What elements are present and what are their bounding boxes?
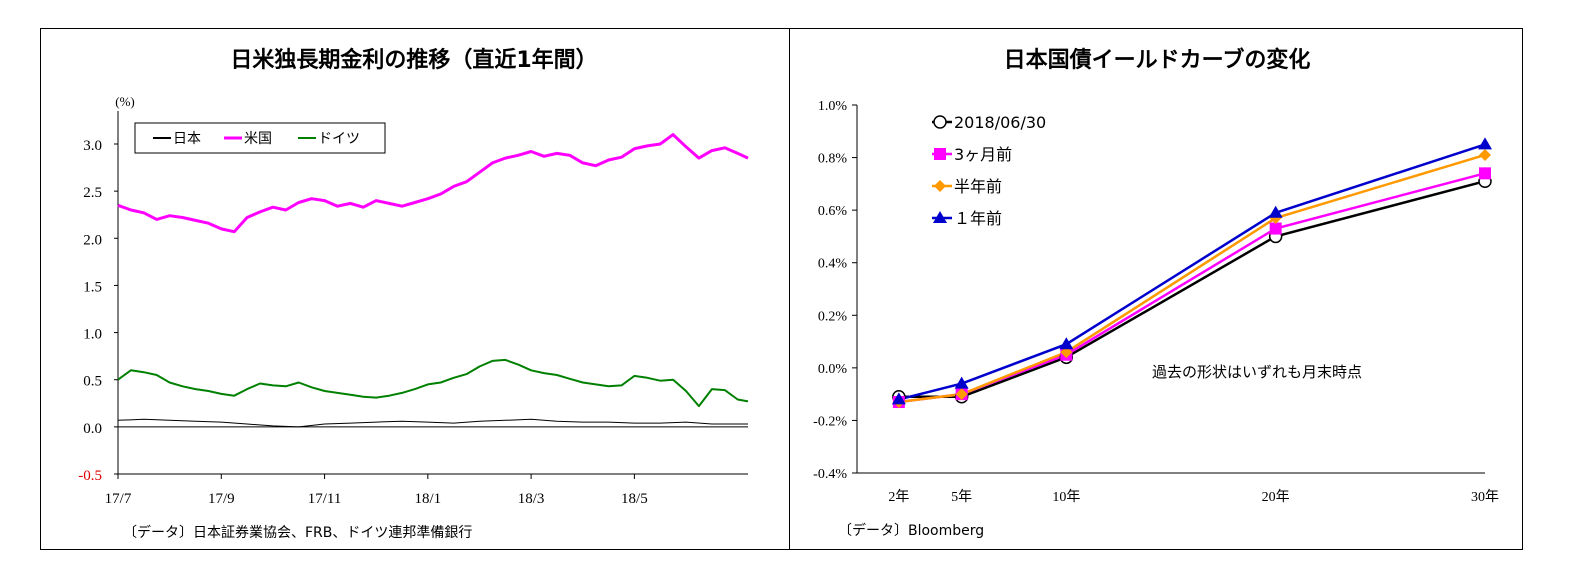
series-line-日本 — [117, 418, 748, 428]
y-tick-label: -0.2% — [813, 414, 847, 429]
y-tick-label: 0.5 — [83, 374, 102, 390]
jgb-yield-curve-chart: 日本国債イールドカーブの変化 1.0% 0.8% 0.6% 0.4% 0.2% 0.0% -0… — [813, 47, 1499, 539]
data-source: 〔データ〕日本証券業協会、FRB、ドイツ連邦準備銀行 — [123, 524, 472, 541]
data-point-3ヶ月前 — [1269, 222, 1282, 235]
left-chart-panel: 日米独長期金利の推移（直近1年間） (%) 3.0 2.5 2.0 1.5 1.0 0.5 0.… — [40, 28, 790, 550]
legend-marker-2018/06/30 — [933, 115, 947, 129]
legend-label-2018/06/30: 2018/06/30 — [954, 113, 1046, 132]
jgb-ust-bund-yield-chart: 日米独長期金利の推移（直近1年間） (%) 3.0 2.5 2.0 1.5 1.0 0.5 0.… — [78, 47, 749, 541]
x-tick-label: 5年 — [951, 489, 972, 505]
right-chart-panel: 日本国債イールドカーブの変化 1.0% 0.8% 0.6% 0.4% 0.2% 0.0% -0… — [789, 28, 1523, 550]
y-tick-label: 0.8% — [818, 152, 848, 167]
data-point-3ヶ月前 — [1479, 167, 1491, 180]
y-tick-label: 1.0 — [83, 327, 102, 343]
x-tick-label: 17/9 — [208, 491, 235, 507]
legend-label-米国: 米国 — [244, 131, 272, 147]
x-tick-label: 18/5 — [621, 491, 648, 507]
data-point-１年前 — [1268, 205, 1283, 218]
y-tick-label: 0.6% — [818, 204, 848, 219]
chart-title: 日米独長期金利の推移（直近1年間） — [230, 47, 597, 73]
legend-box — [134, 122, 386, 154]
y-tick-label: -0.5 — [78, 468, 102, 484]
y-tick-label: -0.4% — [813, 467, 847, 482]
y-tick-label: 0.0 — [83, 421, 102, 437]
y-tick-label: 3.0 — [83, 138, 102, 154]
data-source: 〔データ〕Bloomberg — [838, 522, 984, 539]
y-tick-label: 0.0% — [818, 362, 848, 377]
y-tick-label: 1.0% — [818, 99, 848, 114]
series-line-米国 — [117, 133, 749, 234]
y-tick-label: 0.4% — [818, 257, 848, 272]
data-point-１年前 — [954, 376, 969, 389]
x-tick-label: 17/11 — [308, 491, 342, 507]
x-tick-label: 30年 — [1471, 489, 1499, 505]
y-tick-label: 2.5 — [83, 185, 102, 201]
legend-label-半年前: 半年前 — [954, 177, 1002, 196]
y-tick-label: 1.5 — [83, 279, 102, 295]
y-tick-label: 0.2% — [818, 309, 848, 324]
annotation: 過去の形状はいずれも月末時点 — [1152, 363, 1362, 381]
series-line-ドイツ — [117, 358, 749, 408]
x-tick-label: 18/3 — [518, 491, 545, 507]
legend-label-3ヶ月前: 3ヶ月前 — [954, 145, 1012, 164]
legend-label-ドイツ: ドイツ — [318, 131, 360, 147]
legend-marker-3ヶ月前 — [934, 148, 946, 160]
x-tick-label: 20年 — [1262, 489, 1290, 505]
legend-label-日本: 日本 — [173, 131, 201, 147]
x-tick-label: 17/7 — [105, 491, 132, 507]
data-point-半年前 — [1479, 148, 1491, 161]
data-point-１年前 — [1478, 137, 1492, 150]
legend-marker-半年前 — [934, 180, 946, 192]
data-point-半年前 — [955, 388, 968, 401]
legend-marker-１年前 — [933, 211, 947, 223]
x-tick-label: 10年 — [1052, 489, 1080, 505]
x-tick-label: 2年 — [888, 489, 909, 505]
data-point-１年前 — [1059, 337, 1074, 350]
chart-title: 日本国債イールドカーブの変化 — [1004, 47, 1311, 73]
x-tick-label: 18/1 — [415, 491, 442, 507]
legend-label-１年前: １年前 — [954, 209, 1002, 228]
y-tick-label: 2.0 — [83, 232, 102, 248]
y-axis-unit: (%) — [115, 94, 135, 109]
data-point-１年前 — [891, 392, 906, 405]
